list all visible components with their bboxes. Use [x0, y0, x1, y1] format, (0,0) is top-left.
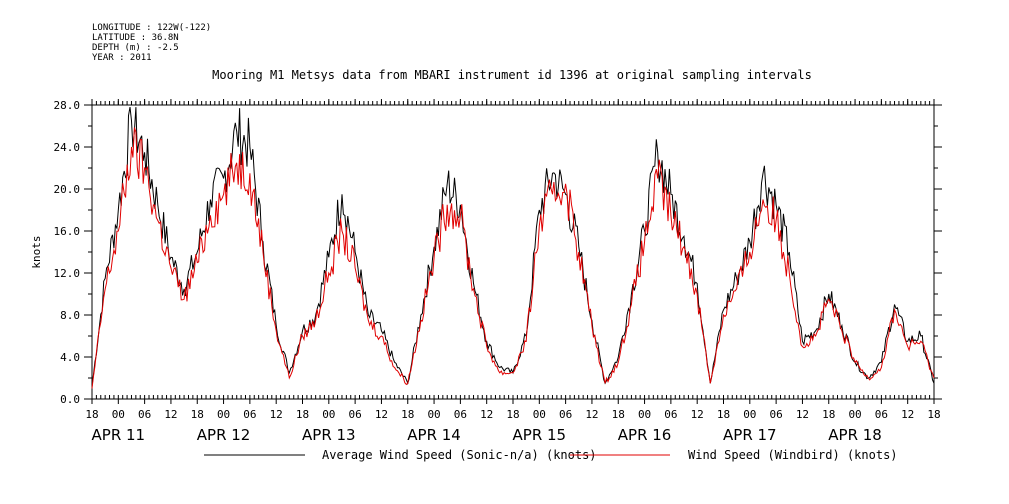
x-hour-label: 00 [322, 408, 335, 421]
x-hour-label: 06 [243, 408, 256, 421]
x-hour-label: 18 [191, 408, 204, 421]
x-date-label: APR 16 [618, 426, 672, 444]
plot-frame [91, 104, 935, 400]
x-hour-label: 06 [770, 408, 783, 421]
x-hour-label: 00 [743, 408, 756, 421]
series-line-windbird [91, 127, 935, 389]
legend-label-windbird: Wind Speed (Windbird) (knots) [688, 448, 898, 462]
legend-label-sonic: Average Wind Speed (Sonic-n/a) (knots) [322, 448, 597, 462]
y-axis-label: knots [30, 235, 43, 268]
x-hour-label: 12 [691, 408, 704, 421]
x-hour-label: 12 [585, 408, 598, 421]
x-hour-label: 06 [875, 408, 888, 421]
x-hour-label: 18 [506, 408, 519, 421]
x-hour-label: 00 [217, 408, 230, 421]
x-hour-label: 18 [401, 408, 414, 421]
x-hour-label: 12 [901, 408, 914, 421]
x-hour-label: 12 [796, 408, 809, 421]
x-hour-label: 18 [927, 408, 940, 421]
x-hour-label: 06 [454, 408, 467, 421]
minor-ticks [91, 101, 935, 399]
y-tick-label: 20.0 [54, 183, 81, 196]
y-tick-label: 12.0 [54, 267, 81, 280]
x-hour-label: 00 [848, 408, 861, 421]
x-date-label: APR 18 [828, 426, 882, 444]
x-hour-label: 18 [612, 408, 625, 421]
x-hour-label: 12 [164, 408, 177, 421]
y-tick-label: 0.0 [60, 393, 80, 406]
chart-title: Mooring M1 Metsys data from MBARI instru… [212, 68, 812, 82]
x-date-label: APR 13 [302, 426, 356, 444]
x-hour-label: 12 [270, 408, 283, 421]
x-hour-label: 06 [559, 408, 572, 421]
x-hour-label: 06 [138, 408, 151, 421]
x-date-label: APR 12 [197, 426, 251, 444]
meta-year: YEAR : 2011 [92, 53, 152, 63]
y-tick-label: 8.0 [60, 309, 80, 322]
x-hour-label: 18 [717, 408, 730, 421]
x-hour-label: 06 [349, 408, 362, 421]
x-hour-label: 12 [375, 408, 388, 421]
x-date-label: APR 14 [407, 426, 461, 444]
x-date-label: APR 15 [513, 426, 567, 444]
y-tick-label: 4.0 [60, 351, 80, 364]
x-date-label: APR 17 [723, 426, 777, 444]
legend: Average Wind Speed (Sonic-n/a) (knots) W… [204, 448, 898, 462]
meta-longitude: LONGITUDE : 122W(-122) [92, 23, 211, 33]
x-hour-label: 00 [427, 408, 440, 421]
x-date-label: APR 11 [92, 426, 146, 444]
meta-depth: DEPTH (m) : -2.5 [92, 43, 179, 53]
metadata-block: LONGITUDE : 122W(-122) LATITUDE : 36.8N … [92, 23, 211, 63]
x-hour-label: 18 [85, 408, 98, 421]
x-hour-label: 18 [296, 408, 309, 421]
x-hour-label: 12 [480, 408, 493, 421]
x-hour-label: 00 [638, 408, 651, 421]
x-hour-label: 00 [533, 408, 546, 421]
y-tick-label: 16.0 [54, 225, 81, 238]
series-layer [91, 107, 935, 389]
x-axis: 18 00 06 12 18 00 06 12 18 00 06 12 18 00 06 12 18 00 06 12… [85, 99, 941, 444]
x-hour-label: 18 [822, 408, 835, 421]
y-tick-label: 24.0 [54, 141, 81, 154]
hour-ticks [91, 101, 935, 399]
x-hour-label: 06 [664, 408, 677, 421]
x-hour-label: 00 [112, 408, 125, 421]
y-axis: 0.0 4.0 8.0 12.0 16.0 20.0 24.0 28.0 [54, 99, 942, 406]
y-tick-label: 28.0 [54, 99, 81, 112]
meta-latitude: LATITUDE : 36.8N [92, 33, 179, 43]
